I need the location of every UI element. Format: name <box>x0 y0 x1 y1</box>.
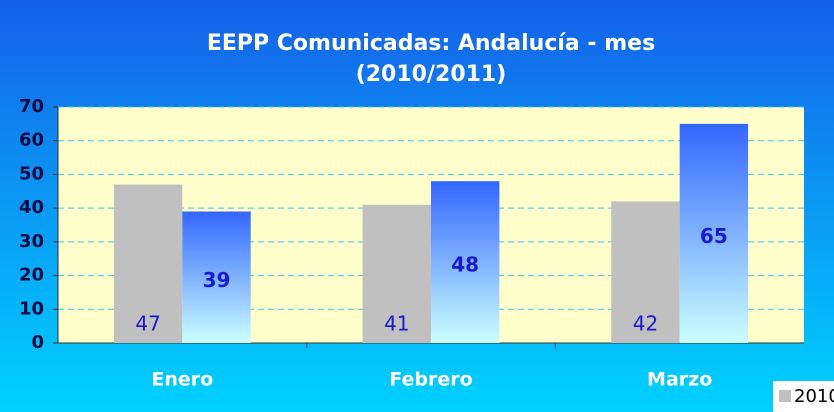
y-tick-label: 10 <box>19 298 44 319</box>
x-tick-label: Enero <box>151 369 213 391</box>
bar <box>611 201 680 343</box>
bar <box>113 184 183 343</box>
data-label: 42 <box>633 312 658 336</box>
bar <box>679 123 749 343</box>
y-tick-label: 70 <box>19 96 44 117</box>
y-tick-label: 40 <box>19 197 44 218</box>
bar <box>182 211 251 343</box>
chart-title: (2010/2011) <box>356 62 507 87</box>
y-tick-label: 0 <box>31 332 44 353</box>
y-tick-label: 50 <box>19 163 44 184</box>
x-tick-label: Febrero <box>389 369 472 391</box>
data-label: 47 <box>135 312 160 336</box>
data-label: 39 <box>203 268 231 292</box>
y-tick-label: 20 <box>19 265 44 286</box>
y-tick-label: 60 <box>19 130 44 151</box>
bar <box>362 204 431 343</box>
legend-swatch <box>779 390 791 402</box>
data-label: 48 <box>451 253 479 277</box>
y-tick-label: 30 <box>19 231 44 252</box>
bar <box>431 181 500 343</box>
x-tick-label: Marzo <box>647 369 712 391</box>
data-label: 65 <box>700 224 728 248</box>
data-label: 41 <box>384 312 409 336</box>
chart-title: EEPP Comunicadas: Andalucía - mes <box>207 31 655 56</box>
legend-label: 2010 <box>794 386 834 407</box>
